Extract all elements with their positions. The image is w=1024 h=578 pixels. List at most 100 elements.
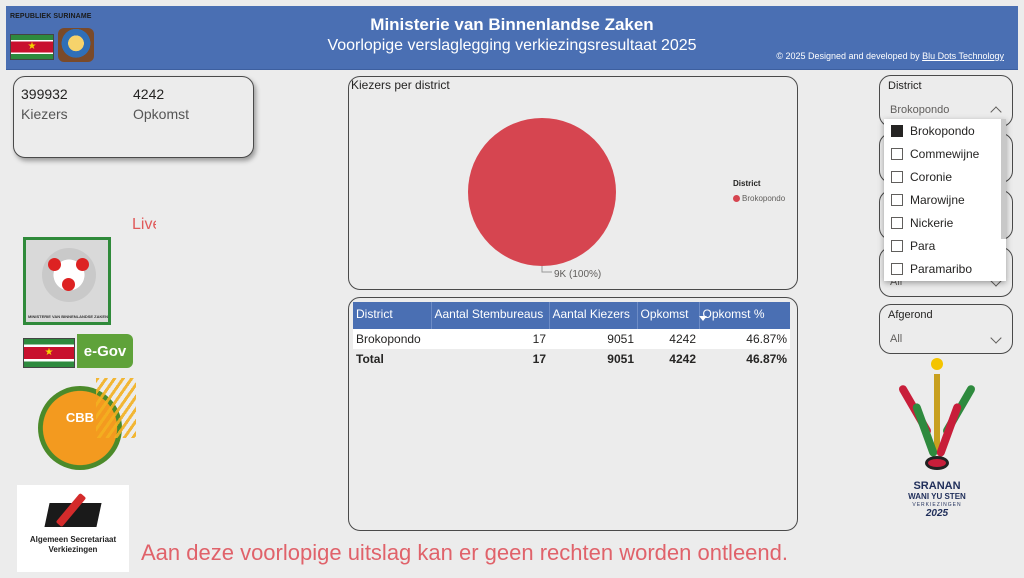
credit-link[interactable]: Blu Dots Technology xyxy=(922,51,1004,61)
opkomst-value: 4242 xyxy=(133,86,165,102)
egov-label: e-Gov xyxy=(77,334,133,368)
page-title: Ministerie van Binnenlandse Zaken xyxy=(370,15,654,34)
kiezers-value: 399932 xyxy=(21,86,68,102)
cell-kiezers: 9051 xyxy=(549,329,637,349)
column-header-opkomst[interactable]: Opkomst xyxy=(637,302,700,329)
cell-district: Brokopondo xyxy=(353,329,431,349)
asv-line2: Verkiezingen xyxy=(48,545,98,554)
chevron-up-icon[interactable] xyxy=(990,106,1002,118)
checkbox-checked-icon[interactable] xyxy=(891,125,903,137)
page-subtitle: Voorlopige verslaglegging verkiezingsres… xyxy=(327,37,697,54)
sranan-line1: SRANAN xyxy=(913,480,961,492)
district-slicer-title: District xyxy=(888,80,922,92)
live-indicator: Live xyxy=(132,216,156,233)
total-label: Total xyxy=(356,352,384,366)
district-option-brokopondo[interactable]: Brokopondo xyxy=(891,122,975,140)
chevron-down-icon[interactable] xyxy=(990,332,1002,344)
pie-data-label: 9K (100%) xyxy=(554,269,602,280)
credit-text: © 2025 Designed and developed by Blu Dot… xyxy=(776,51,1004,61)
legend-dot-icon xyxy=(733,195,740,202)
suriname-flag-icon: ★ xyxy=(10,34,54,60)
credit-prefix: © 2025 Designed and developed by xyxy=(776,51,923,61)
results-table-card: District Aantal Stembureaus Aantal Kieze… xyxy=(348,297,798,531)
asv-logo: Algemeen Secretariaat Verkiezingen xyxy=(17,485,129,572)
pie-slice-brokopondo[interactable] xyxy=(468,118,616,266)
option-label: Para xyxy=(910,239,936,253)
header-banner: REPUBLIEK SURINAME ★ Ministerie van Binn… xyxy=(6,6,1018,70)
checkbox-icon[interactable] xyxy=(891,148,903,160)
district-option-coronie[interactable]: Coronie xyxy=(891,168,952,186)
republic-label: REPUBLIEK SURINAME xyxy=(10,13,92,20)
kiezers-label: Kiezers xyxy=(21,106,68,122)
sranan-line3: VERKIEZINGEN xyxy=(912,502,962,508)
district-option-marowijne[interactable]: Marowijne xyxy=(891,191,965,209)
republic-emblem: REPUBLIEK SURINAME ★ xyxy=(10,10,100,66)
district-slicer[interactable]: District Brokopondo xyxy=(879,75,1013,127)
sranan-wani-yu-sten-logo: SRANAN WANI YU STEN VERKIEZINGEN 2025 xyxy=(897,352,977,527)
option-label: Brokopondo xyxy=(910,124,975,138)
cell-opkomst-pct: 46.87% xyxy=(699,329,790,349)
coat-of-arms-icon xyxy=(58,28,94,62)
table-header-row: District Aantal Stembureaus Aantal Kieze… xyxy=(353,302,790,329)
district-option-commewijne[interactable]: Commewijne xyxy=(891,145,979,163)
column-header-opkomst-pct[interactable]: Opkomst % xyxy=(699,302,790,329)
option-label: Paramaribo xyxy=(910,262,973,276)
dropdown-scrollbar[interactable] xyxy=(1001,119,1006,239)
cbb-label: CBB xyxy=(65,410,95,425)
results-table: District Aantal Stembureaus Aantal Kieze… xyxy=(353,302,790,369)
checkbox-icon[interactable] xyxy=(891,217,903,229)
legend-title: District xyxy=(733,179,761,188)
column-header-stembureaus[interactable]: Aantal Stembureaus xyxy=(431,302,550,329)
sun-rays-icon xyxy=(96,378,136,438)
district-option-para[interactable]: Para xyxy=(891,237,935,255)
person-icon xyxy=(76,258,89,271)
district-option-paramaribo[interactable]: Paramaribo xyxy=(891,260,972,278)
minbiza-caption: MINISTERIE VAN BINNENLANDSE ZAKEN xyxy=(28,314,108,319)
afgerond-slicer-title: Afgerond xyxy=(888,309,933,321)
afgerond-slicer-value: All xyxy=(890,333,903,345)
table-total-row: Total 17 9051 4242 46.87% xyxy=(353,349,790,369)
kpi-card: 399932 Kiezers 4242 Opkomst xyxy=(13,76,254,158)
pie-leader-line xyxy=(541,266,552,273)
total-stembureaus: 17 xyxy=(532,352,546,366)
ballot-emblem-icon xyxy=(925,456,949,470)
cbb-logo: CBB xyxy=(38,378,136,470)
egov-logo: ★ e-Gov xyxy=(23,334,133,368)
figure-head-icon xyxy=(931,358,943,370)
sranan-line4: 2025 xyxy=(925,508,949,519)
column-header-kiezers[interactable]: Aantal Kiezers xyxy=(549,302,638,329)
disclaimer-text: Aan deze voorlopige uitslag kan er geen … xyxy=(141,540,789,565)
district-slicer-value: Brokopondo xyxy=(890,104,950,116)
pie-chart-card: Kiezers per district District Brokopondo… xyxy=(348,76,798,290)
cell-stembureaus: 17 xyxy=(431,329,549,349)
checkbox-icon[interactable] xyxy=(891,171,903,183)
legend-label: Brokopondo xyxy=(742,194,786,203)
afgerond-slicer[interactable]: Afgerond All xyxy=(879,304,1013,354)
checkbox-icon[interactable] xyxy=(891,240,903,252)
district-dropdown: Brokopondo Commewijne Coronie Marowijne … xyxy=(884,119,1006,281)
cell-opkomst: 4242 xyxy=(637,329,699,349)
pie-chart xyxy=(468,118,616,273)
asv-line1: Algemeen Secretariaat xyxy=(29,535,117,544)
minbiza-emblem-icon xyxy=(42,248,96,302)
district-option-nickerie[interactable]: Nickerie xyxy=(891,214,953,232)
pie-chart-title: Kiezers per district xyxy=(351,78,450,92)
checkbox-icon[interactable] xyxy=(891,263,903,275)
total-kiezers: 9051 xyxy=(607,352,634,366)
legend-item-brokopondo[interactable]: Brokopondo xyxy=(733,194,785,203)
sranan-line2: WANI YU STEN xyxy=(908,492,966,501)
table-row[interactable]: Brokopondo 17 9051 4242 46.87% xyxy=(353,329,790,349)
option-label: Commewijne xyxy=(910,147,980,161)
suriname-flag-icon: ★ xyxy=(23,338,75,368)
figure-icon xyxy=(934,374,940,454)
minbiza-logo: MINISTERIE VAN BINNENLANDSE ZAKEN xyxy=(23,237,111,325)
option-label: Marowijne xyxy=(910,193,965,207)
option-label: Nickerie xyxy=(910,216,954,230)
person-icon xyxy=(48,258,61,271)
opkomst-label: Opkomst xyxy=(133,106,190,122)
total-opkomst-pct: 46.87% xyxy=(746,352,787,366)
option-label: Coronie xyxy=(910,170,953,184)
column-header-district[interactable]: District xyxy=(353,302,432,329)
checkbox-icon[interactable] xyxy=(891,194,903,206)
sort-descending-icon xyxy=(699,316,707,321)
